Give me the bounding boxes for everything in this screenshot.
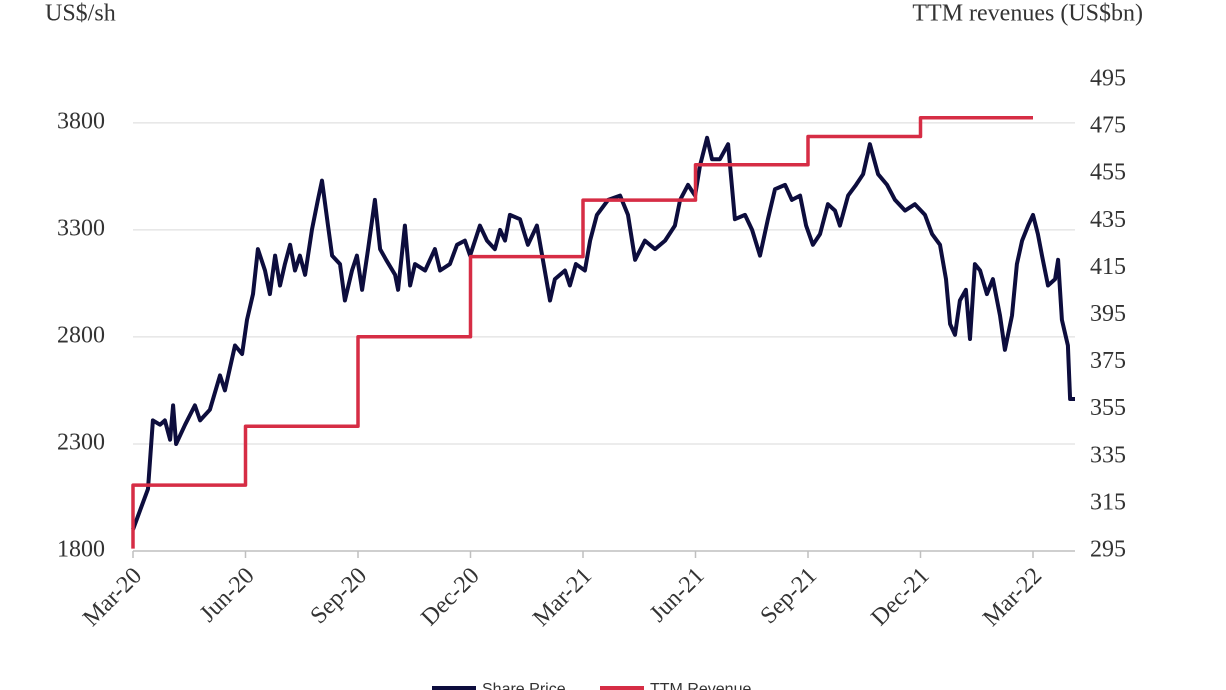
- x-tick-label: Dec-20: [416, 563, 484, 631]
- y2-tick-label: 355: [1090, 395, 1126, 421]
- y2-tick-label: 495: [1090, 66, 1126, 92]
- y2-tick-label: 395: [1090, 301, 1126, 327]
- x-tick-label: Dec-21: [866, 563, 934, 631]
- y2-tick-label: 475: [1090, 113, 1126, 139]
- legend-label: Share Price: [482, 681, 566, 690]
- x-tick-label: Sep-20: [306, 563, 372, 629]
- x-tick-label: Mar-20: [78, 563, 147, 632]
- series-line: [131, 115, 1033, 549]
- x-tick-label: Mar-21: [528, 563, 597, 632]
- y2-tick-label: 455: [1090, 160, 1126, 186]
- y2-tick-label: 295: [1090, 537, 1126, 563]
- y-axis-label: US$/sh: [45, 1, 116, 27]
- x-tick-label: Jun-21: [645, 563, 710, 628]
- x-tick-label: Sep-21: [756, 563, 822, 629]
- y2-tick-label: 415: [1090, 254, 1126, 280]
- series-line: [131, 135, 1075, 531]
- y-tick-label: 3800: [57, 108, 105, 134]
- y-tick-label: 1800: [57, 537, 105, 563]
- y2-axis-label: TTM revenues (US$bn): [912, 1, 1143, 27]
- y2-tick-label: 315: [1090, 489, 1126, 515]
- x-tick-label: Jun-20: [195, 563, 260, 628]
- y-tick-label: 2300: [57, 429, 105, 455]
- y2-tick-label: 375: [1090, 348, 1126, 374]
- x-tick-label: Mar-22: [978, 563, 1047, 632]
- y2-tick-label: 335: [1090, 442, 1126, 468]
- y-tick-label: 3300: [57, 215, 105, 241]
- legend-label: TTM Revenue: [650, 681, 751, 690]
- y-tick-label: 2800: [57, 322, 105, 348]
- y2-tick-label: 435: [1090, 207, 1126, 233]
